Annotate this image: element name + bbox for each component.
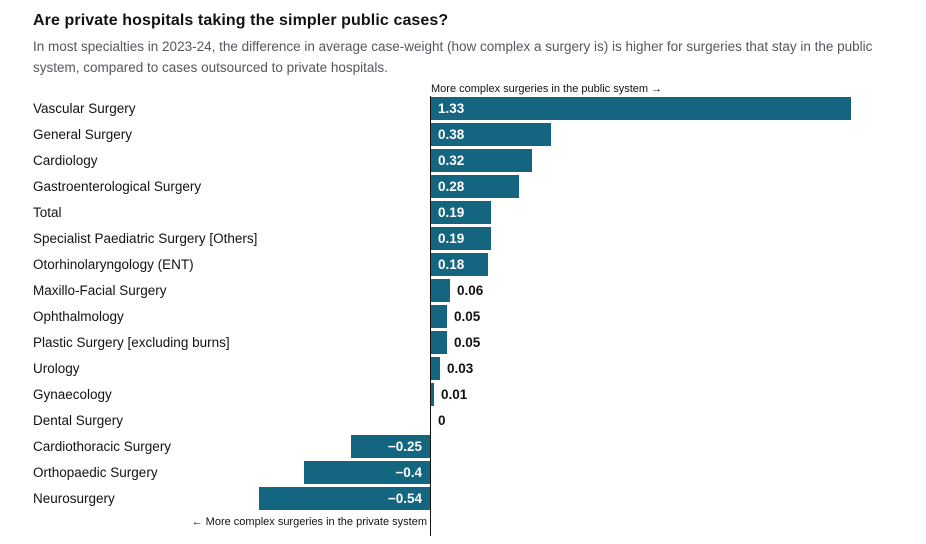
category-label: Urology (33, 361, 80, 376)
category-label: Vascular Surgery (33, 101, 136, 116)
bar (431, 149, 532, 172)
category-label: Otorhinolaryngology (ENT) (33, 257, 194, 272)
bar (431, 227, 491, 250)
category-label: Plastic Surgery [excluding burns] (33, 335, 230, 350)
bar (431, 357, 440, 380)
bar (431, 383, 434, 406)
bar (431, 279, 450, 302)
category-label: Specialist Paediatric Surgery [Others] (33, 231, 258, 246)
bar (431, 175, 519, 198)
value-label: 0.28 (438, 179, 465, 194)
value-label: 0.06 (457, 283, 484, 298)
bar (431, 253, 488, 276)
bar (431, 97, 851, 120)
bar (431, 331, 447, 354)
category-label: Orthopaedic Surgery (33, 465, 158, 480)
category-label: Gynaecology (33, 387, 112, 402)
page-subtitle: In most specialties in 2023-24, the diff… (33, 39, 873, 75)
category-label: Ophthalmology (33, 309, 124, 324)
bar (259, 487, 430, 510)
annotation-public-system: More complex surgeries in the public sys… (431, 83, 663, 95)
page-title: Are private hospitals taking the simpler… (33, 12, 449, 29)
bar (304, 461, 430, 484)
bar (351, 435, 430, 458)
annotation-private-system: ← More complex surgeries in the private … (191, 516, 427, 528)
value-label: 0.18 (438, 257, 465, 272)
zero-axis-line (430, 96, 431, 536)
category-label: Gastroenterological Surgery (33, 179, 202, 194)
bar (431, 201, 491, 224)
value-label: 0.03 (447, 361, 474, 376)
category-label: Neurosurgery (33, 491, 115, 506)
value-label: 1.33 (438, 101, 465, 116)
value-label: 0.19 (438, 205, 465, 220)
value-label: 0.05 (454, 335, 481, 350)
category-label: Total (33, 205, 62, 220)
category-label: General Surgery (33, 127, 133, 142)
value-label: 0.32 (438, 153, 465, 168)
category-label: Dental Surgery (33, 413, 124, 428)
value-label: 0.19 (438, 231, 465, 246)
category-label: Cardiothoracic Surgery (33, 439, 172, 454)
value-label: −0.54 (387, 491, 422, 506)
value-label: 0.05 (454, 309, 481, 324)
value-label: 0 (438, 413, 446, 428)
bar (431, 305, 447, 328)
value-label: −0.25 (387, 439, 422, 454)
value-label: −0.4 (395, 465, 422, 480)
bar (431, 123, 551, 146)
value-label: 0.01 (441, 387, 468, 402)
value-label: 0.38 (438, 127, 465, 142)
category-label: Cardiology (33, 153, 98, 168)
category-label: Maxillo-Facial Surgery (33, 283, 167, 298)
